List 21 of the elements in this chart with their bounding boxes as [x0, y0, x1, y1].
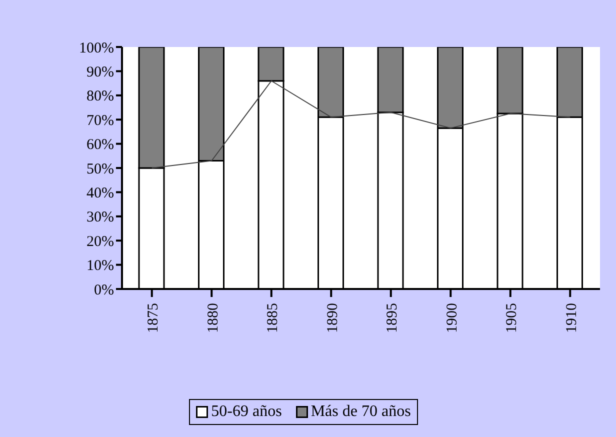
y-tick-label: 50% [86, 161, 114, 178]
x-tick-label: 1875 [146, 303, 162, 333]
x-tick-label: 1895 [384, 303, 401, 333]
y-tick-label: 40% [86, 186, 114, 202]
legend-label: Más de 70 años [310, 403, 411, 421]
y-tick-label: 30% [86, 210, 114, 226]
y-tick-label: 60% [86, 137, 114, 154]
y-tick-label: 100% [79, 40, 114, 56]
y-tick-label: 70% [86, 112, 114, 129]
x-tick-label: 1910 [564, 303, 580, 333]
y-tick-label: 80% [86, 88, 114, 105]
x-tick-label: 1905 [504, 303, 520, 333]
legend-label: 50-69 años [211, 403, 282, 421]
y-tick-label: 20% [86, 234, 114, 250]
x-tick-label: 1880 [205, 303, 222, 333]
x-tick-label: 1890 [324, 303, 341, 333]
y-tick-label: 10% [86, 258, 114, 274]
x-tick-label: 1900 [444, 303, 460, 333]
y-tick-label: 0% [94, 282, 114, 298]
x-tick-label: 1885 [265, 303, 282, 333]
y-tick-label: 90% [86, 64, 114, 81]
